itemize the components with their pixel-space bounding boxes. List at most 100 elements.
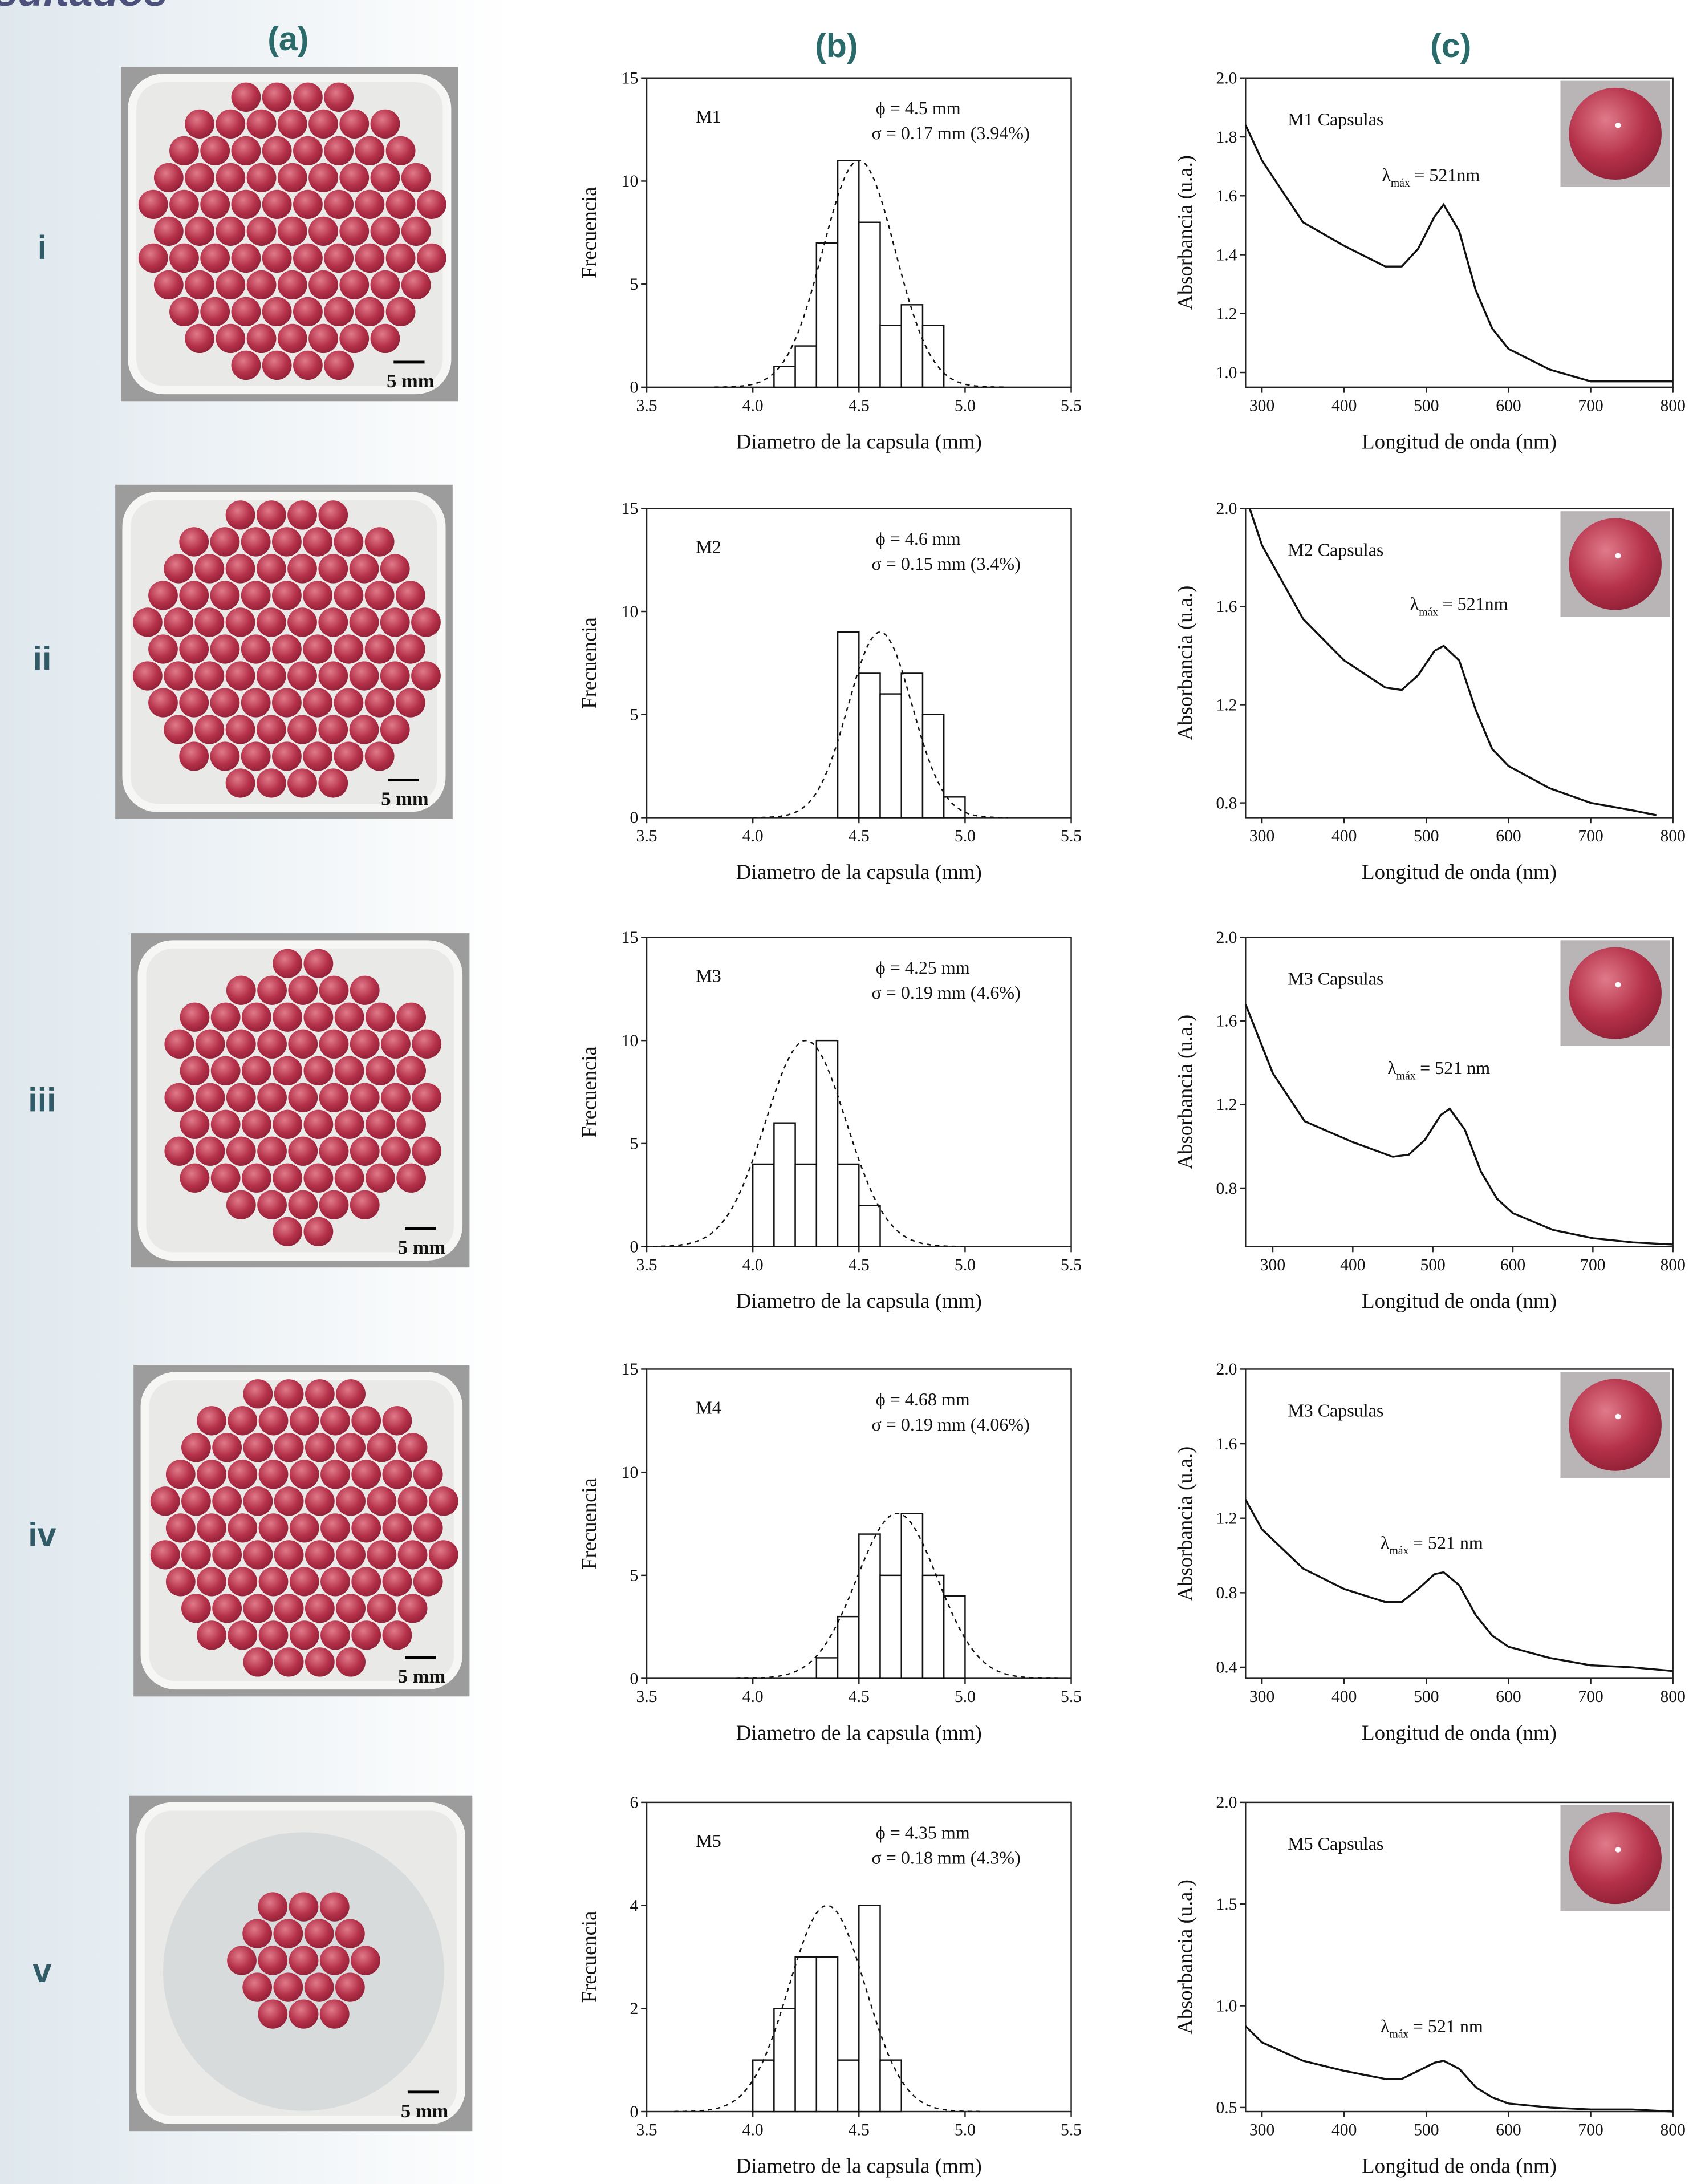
- bar: [837, 2059, 860, 2113]
- capsule: [197, 1460, 226, 1489]
- capsule: [339, 270, 370, 300]
- capsule: [258, 1892, 288, 1922]
- capsule: [179, 634, 209, 664]
- x-tick-label: 500: [1414, 2121, 1439, 2140]
- capsule: [228, 1620, 258, 1650]
- capsule: [228, 1406, 258, 1436]
- y-tick-label: 0: [630, 809, 638, 827]
- peak-symbol: λ: [1410, 594, 1419, 614]
- capsule: [231, 136, 261, 165]
- capsule: [370, 216, 400, 246]
- capsule: [150, 1540, 180, 1570]
- capsule: [212, 1540, 242, 1570]
- x-tick-label: 300: [1249, 396, 1274, 415]
- capsule: [370, 163, 400, 192]
- capsule: [256, 661, 286, 691]
- spectrum-line: [1244, 1004, 1673, 1246]
- capsule: [305, 1433, 335, 1462]
- bar: [858, 1205, 881, 1247]
- capsule: [274, 1433, 304, 1462]
- bar: [837, 160, 860, 388]
- y-tick-label: 6: [630, 1794, 638, 1812]
- bar: [773, 366, 796, 388]
- capsule: [324, 82, 354, 112]
- bar: [752, 1163, 775, 1247]
- capsule: [272, 688, 302, 718]
- capsule: [396, 1056, 426, 1085]
- annotation: M2: [696, 537, 721, 557]
- capsule: [273, 1163, 303, 1193]
- x-tick-label: 3.5: [636, 827, 657, 845]
- capsule: [274, 1486, 304, 1516]
- annotation: σ = 0.19 mm (4.6%): [871, 983, 1020, 1003]
- capsule: [293, 297, 323, 327]
- y-tick-label: 10: [622, 603, 639, 621]
- y-tick-label: 0.8: [1216, 1180, 1237, 1198]
- capsule: [258, 1513, 289, 1543]
- capsule: [364, 741, 395, 771]
- capsule: [324, 350, 354, 380]
- x-tick-label: 5.5: [1061, 2121, 1082, 2140]
- peak-text: = 521 nm: [1420, 1058, 1490, 1078]
- capsule: [351, 1460, 381, 1489]
- capsule: [132, 661, 163, 691]
- capsule: [370, 323, 400, 354]
- capsule: [272, 581, 302, 610]
- capsule: [273, 1002, 303, 1032]
- peak-subscript: máx: [1389, 2029, 1408, 2041]
- capsule: [228, 1567, 258, 1597]
- capsule: [293, 350, 323, 380]
- capsule: [246, 323, 277, 354]
- x-tick-label: 800: [1661, 1688, 1686, 1706]
- capsule: [334, 634, 364, 664]
- capsule: [258, 1567, 289, 1597]
- x-tick-label: 600: [1500, 1256, 1525, 1274]
- row-label: ii: [33, 641, 52, 678]
- capsule: [293, 243, 323, 273]
- x-tick-label: 300: [1249, 1688, 1274, 1706]
- capsule: [242, 1972, 273, 2002]
- spectrum-line: [1248, 508, 1657, 816]
- capsule: [226, 975, 256, 1005]
- capsule: [195, 1136, 225, 1166]
- capsule: [210, 741, 240, 771]
- capsule: [396, 1109, 426, 1139]
- peak-label: λmáx = 521 nm: [1381, 2016, 1483, 2041]
- capsule: [216, 109, 246, 139]
- y-tick-label: 15: [622, 1360, 639, 1379]
- capsule: [287, 500, 317, 530]
- inset-highlight: [1615, 982, 1621, 988]
- x-tick-label: 5.5: [1061, 1688, 1082, 1706]
- x-tick-label: 4.5: [849, 1256, 870, 1274]
- y-tick-label: 2.0: [1216, 929, 1237, 947]
- capsule: [308, 323, 338, 354]
- capsule: [364, 688, 395, 718]
- capsule: [336, 1379, 366, 1409]
- capsule: [397, 1486, 428, 1516]
- x-tick-label: 5.5: [1061, 827, 1082, 845]
- capsule: [165, 1513, 196, 1543]
- capsule: [256, 768, 286, 798]
- plot-frame: [1245, 1801, 1674, 2113]
- y-axis-title: Absorbancia (u.a.): [1173, 1879, 1196, 2034]
- capsule: [194, 607, 225, 637]
- capsule: [289, 1892, 319, 1922]
- capsule: [336, 1594, 366, 1623]
- bar: [879, 325, 902, 388]
- y-tick-label: 1.4: [1216, 246, 1237, 264]
- capsule: [256, 500, 286, 530]
- annotation: M3 Capsulas: [1288, 1401, 1383, 1421]
- capsule: [319, 1029, 349, 1059]
- capsule: [412, 1083, 442, 1112]
- capsule: [210, 1163, 241, 1193]
- capsule: [304, 1972, 334, 2002]
- capsule: [355, 297, 385, 327]
- column-label: (a): [267, 21, 308, 58]
- capsule: [305, 1379, 335, 1409]
- capsule: [334, 581, 364, 610]
- annotation: M2 Capsulas: [1288, 540, 1383, 560]
- capsule: [246, 163, 277, 192]
- capsule: [289, 1620, 319, 1650]
